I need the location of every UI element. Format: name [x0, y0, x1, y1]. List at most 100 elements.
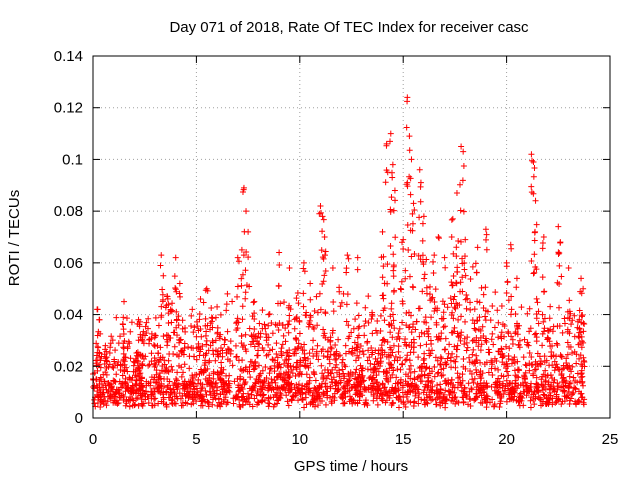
data-point: [400, 236, 407, 243]
data-point: [132, 368, 139, 375]
data-point: [202, 322, 209, 329]
data-point: [556, 249, 563, 256]
data-point: [561, 387, 568, 394]
data-point: [514, 385, 521, 392]
data-point: [242, 267, 249, 274]
data-point: [258, 386, 265, 393]
data-point: [155, 322, 162, 329]
data-point: [514, 331, 521, 338]
data-point: [564, 314, 571, 321]
data-point: [375, 387, 382, 394]
data-point: [169, 400, 176, 407]
data-point: [412, 389, 419, 396]
data-point: [452, 393, 459, 400]
data-point: [179, 399, 186, 406]
data-point: [375, 360, 382, 367]
data-point: [388, 322, 395, 329]
data-point: [336, 284, 343, 291]
data-point: [344, 382, 351, 389]
data-point: [311, 371, 318, 378]
data-point: [497, 400, 504, 407]
data-point: [179, 325, 186, 332]
data-point: [320, 278, 327, 285]
data-point: [554, 397, 561, 404]
data-point: [163, 364, 170, 371]
data-point: [388, 300, 395, 307]
data-point: [419, 288, 426, 295]
data-point: [302, 391, 309, 398]
data-point: [506, 389, 513, 396]
data-point: [483, 231, 490, 238]
data-point: [168, 363, 175, 370]
data-point: [369, 330, 376, 337]
x-tick-label: 0: [89, 431, 97, 448]
data-point: [113, 389, 120, 396]
data-point: [284, 398, 291, 405]
data-point: [505, 330, 512, 337]
data-point: [318, 247, 325, 254]
data-point: [477, 373, 484, 380]
data-point: [362, 318, 369, 325]
data-point: [301, 341, 308, 348]
data-point: [265, 341, 272, 348]
data-point: [454, 346, 461, 353]
data-point: [251, 365, 258, 372]
data-point: [495, 348, 502, 355]
data-point: [178, 373, 185, 380]
data-point: [420, 213, 427, 220]
data-point: [511, 359, 518, 366]
data-point: [441, 254, 448, 261]
data-point: [339, 366, 346, 373]
data-point: [286, 318, 293, 325]
data-point: [577, 329, 584, 336]
data-point: [539, 342, 546, 349]
data-point: [423, 328, 430, 335]
data-point: [450, 272, 457, 279]
data-point: [151, 343, 158, 350]
data-point: [176, 390, 183, 397]
data-point: [508, 306, 515, 313]
data-point: [415, 252, 422, 259]
data-point: [556, 304, 563, 311]
data-point: [431, 363, 438, 370]
data-point: [294, 359, 301, 366]
data-point: [390, 390, 397, 397]
data-point: [214, 402, 221, 409]
data-point: [534, 350, 541, 357]
data-point: [523, 362, 530, 369]
data-point: [527, 397, 534, 404]
data-point: [428, 341, 435, 348]
data-point: [459, 177, 466, 184]
data-point: [299, 347, 306, 354]
data-point: [515, 374, 522, 381]
data-point: [491, 387, 498, 394]
data-point: [540, 371, 547, 378]
data-point: [320, 332, 327, 339]
data-point: [578, 361, 585, 368]
data-point: [399, 300, 406, 307]
data-point: [171, 393, 178, 400]
data-point: [409, 220, 416, 227]
data-point: [286, 312, 293, 319]
data-point: [467, 299, 474, 306]
data-point: [490, 341, 497, 348]
data-point: [468, 385, 475, 392]
data-point: [514, 323, 521, 330]
data-point: [412, 326, 419, 333]
data-point: [498, 346, 505, 353]
data-point: [502, 383, 509, 390]
data-point: [94, 306, 101, 313]
data-point: [391, 357, 398, 364]
data-point: [163, 388, 170, 395]
data-point: [139, 387, 146, 394]
data-point: [543, 357, 550, 364]
data-point: [566, 373, 573, 380]
data-point: [421, 355, 428, 362]
data-point: [152, 395, 159, 402]
data-point: [470, 379, 477, 386]
data-point: [353, 366, 360, 373]
data-point: [573, 351, 580, 358]
data-point: [139, 361, 146, 368]
data-point: [354, 266, 361, 273]
data-point: [173, 308, 180, 315]
